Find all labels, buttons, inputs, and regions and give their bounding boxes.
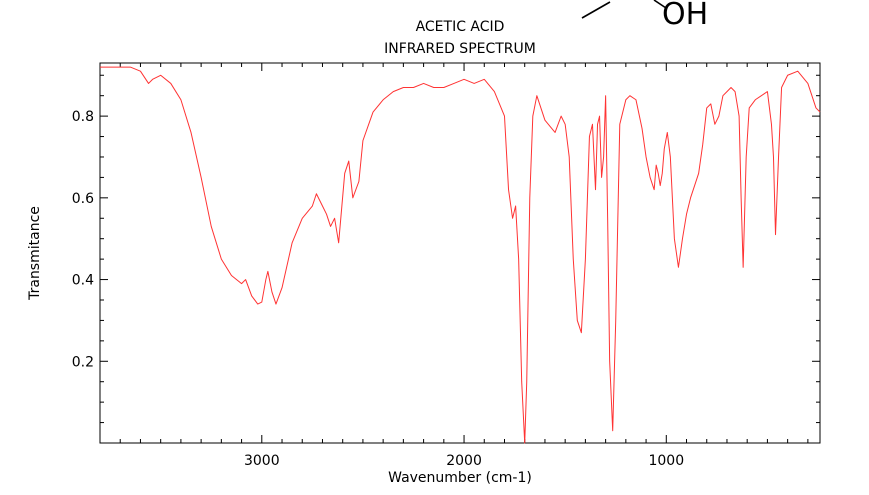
- plot-frame: [99, 62, 821, 444]
- chart-title: ACETIC ACID: [416, 19, 505, 35]
- structure-bond-line: [581, 1, 611, 19]
- chart-subtitle: INFRARED SPECTRUM: [384, 41, 536, 57]
- x-axis-ticks: 3000 2000 1000: [244, 63, 684, 469]
- y-tick-label: 0.4: [72, 273, 94, 289]
- structure-bond-line: [653, 0, 667, 9]
- structure-oh-label: OH: [662, 0, 708, 32]
- x-axis-label: Wavenumber (cm-1): [388, 470, 532, 486]
- x-tick-label: 3000: [244, 453, 280, 469]
- minor-ticks: [100, 63, 820, 443]
- x-tick-label: 1000: [648, 453, 684, 469]
- structure-fragment: OH: [581, 0, 708, 32]
- y-tick-label: 0.6: [72, 191, 94, 207]
- y-axis-ticks: 0.2 0.4 0.6 0.8: [72, 109, 820, 370]
- x-tick-label: 2000: [446, 453, 482, 469]
- y-tick-label: 0.8: [72, 109, 94, 125]
- y-tick-label: 0.2: [72, 354, 94, 370]
- spectrum-line: [100, 66, 821, 444]
- y-axis-label: Transmitance: [27, 206, 43, 301]
